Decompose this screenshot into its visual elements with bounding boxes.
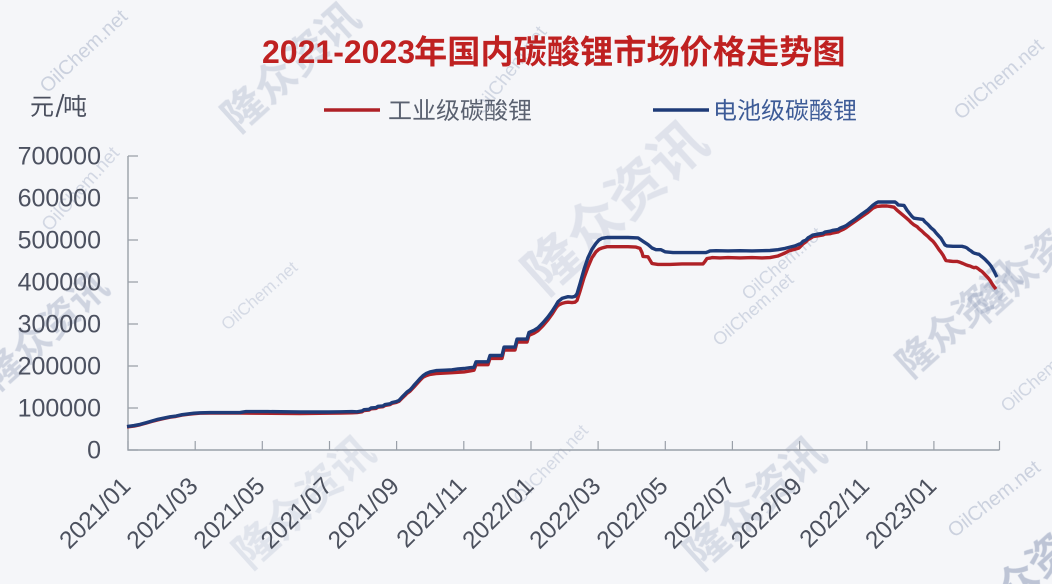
svg-text:100000: 100000 — [18, 395, 101, 423]
svg-text:700000: 700000 — [18, 143, 101, 171]
svg-text:300000: 300000 — [18, 311, 101, 339]
svg-text:600000: 600000 — [18, 185, 101, 213]
svg-text:0: 0 — [87, 437, 101, 465]
svg-text:400000: 400000 — [18, 269, 101, 297]
svg-text:200000: 200000 — [18, 353, 101, 381]
svg-text:2021-2023: 2021-2023 — [262, 34, 415, 70]
svg-text:500000: 500000 — [18, 227, 101, 255]
